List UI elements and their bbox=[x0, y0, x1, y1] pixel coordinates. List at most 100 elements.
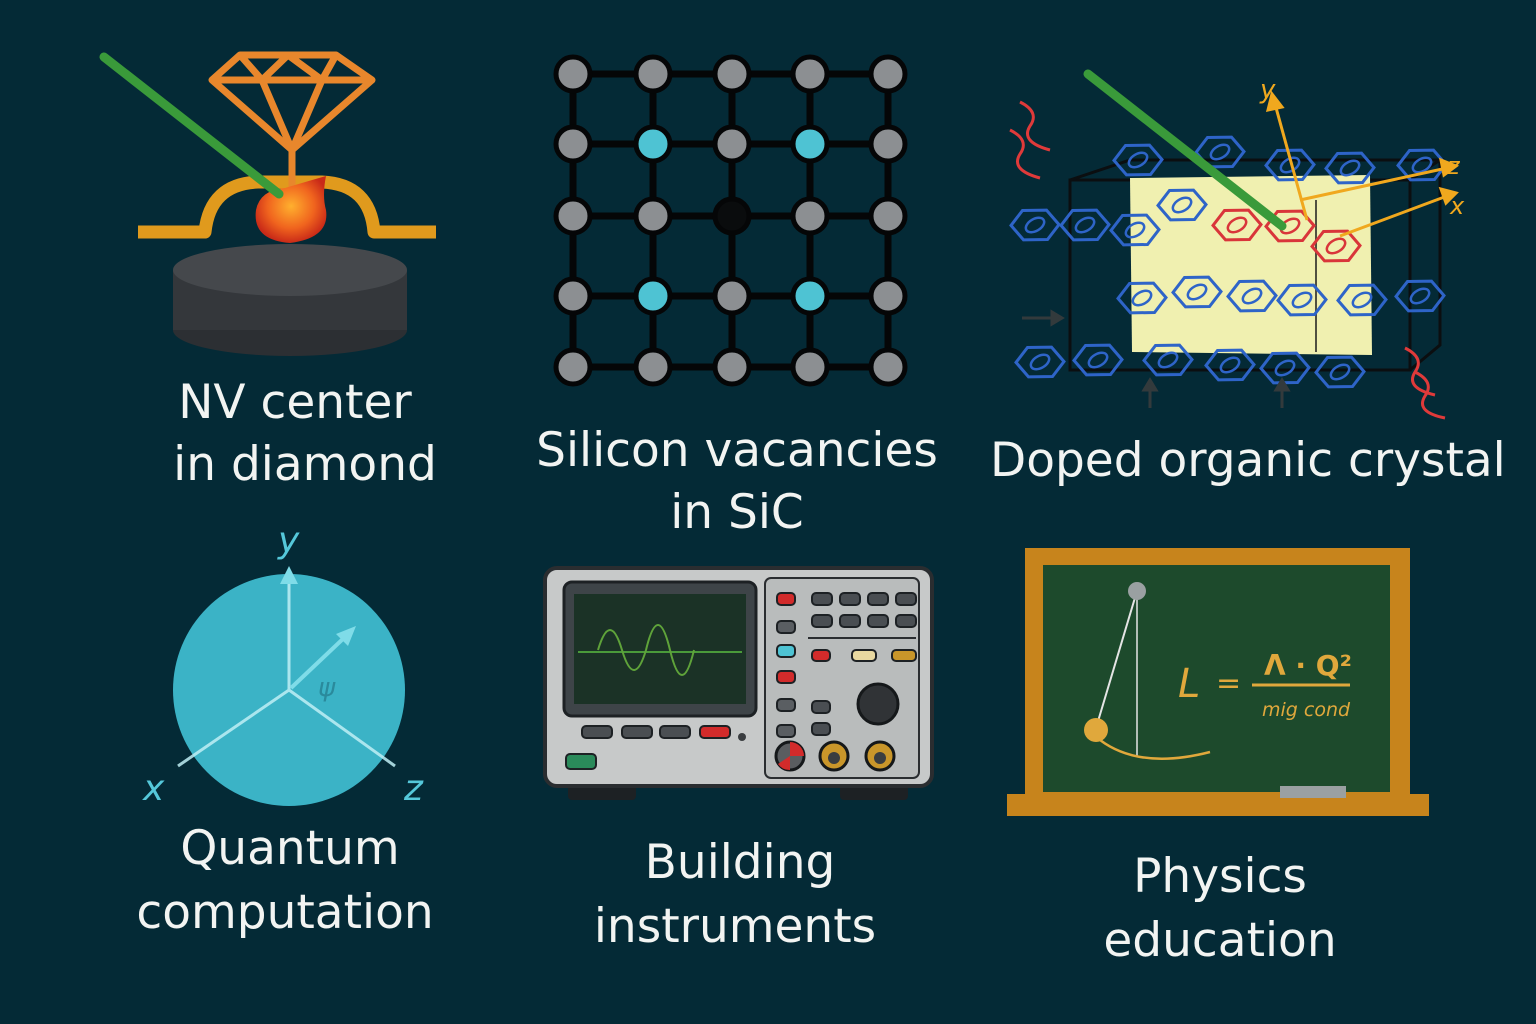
vacancy-site bbox=[712, 196, 752, 236]
pedestal-icon bbox=[173, 244, 407, 356]
panel-button[interactable] bbox=[776, 620, 796, 634]
lattice-atom bbox=[712, 276, 752, 316]
host-molecule bbox=[1059, 208, 1111, 242]
host-molecule bbox=[1276, 283, 1328, 317]
host-molecule bbox=[1112, 143, 1164, 177]
panel-button[interactable] bbox=[776, 644, 796, 658]
dopant-molecule bbox=[1211, 208, 1263, 242]
eraser-icon bbox=[1280, 786, 1346, 798]
vacancy-atom bbox=[790, 124, 830, 164]
lattice-atom bbox=[553, 276, 593, 316]
host-molecule bbox=[1259, 351, 1311, 385]
lattice-atom bbox=[868, 54, 908, 94]
host-molecule bbox=[1009, 208, 1061, 242]
laser-beam-icon bbox=[1083, 69, 1287, 231]
lattice-atom bbox=[712, 347, 752, 387]
caption-nv-line2: in diamond bbox=[173, 437, 437, 492]
lattice-atom bbox=[790, 347, 830, 387]
host-molecule bbox=[1336, 283, 1388, 317]
arrow-markers-icon bbox=[1022, 309, 1291, 408]
panel-button[interactable] bbox=[839, 592, 861, 606]
laser-beam-icon bbox=[99, 52, 284, 199]
caption-instruments-line1: Building bbox=[644, 835, 836, 890]
host-molecule bbox=[1314, 355, 1366, 389]
caption-quantum-line1: Quantum bbox=[180, 821, 400, 876]
psi-label: ψ bbox=[318, 673, 336, 703]
crystal-axes-icon bbox=[1265, 90, 1460, 238]
equation-denominator: mig cond bbox=[1262, 699, 1351, 721]
panel-button[interactable] bbox=[776, 698, 796, 712]
lattice-atom bbox=[633, 54, 673, 94]
lattice-atom bbox=[553, 196, 593, 236]
lattice-atom bbox=[790, 196, 830, 236]
caption-education-line2: education bbox=[1103, 913, 1337, 968]
bloch-axis-z: z bbox=[403, 768, 424, 809]
panel-button[interactable] bbox=[895, 614, 917, 628]
vacancy-atom bbox=[633, 124, 673, 164]
lattice-atom bbox=[633, 347, 673, 387]
dial-knob[interactable] bbox=[856, 682, 900, 726]
chalkboard-surface bbox=[1043, 565, 1390, 792]
panel-button[interactable] bbox=[621, 725, 653, 739]
vacancy-atom bbox=[790, 276, 830, 316]
panel-button[interactable] bbox=[851, 649, 877, 662]
host-molecule bbox=[1142, 343, 1194, 377]
chalk-ledge bbox=[1007, 794, 1429, 816]
host-molecule bbox=[1116, 281, 1168, 315]
dopant-molecule bbox=[1310, 229, 1362, 263]
caption-sic-line2: in SiC bbox=[670, 485, 804, 540]
waveform-icon bbox=[597, 624, 695, 676]
lattice-atom bbox=[712, 54, 752, 94]
caption-education-line1: Physics bbox=[1133, 849, 1307, 904]
axis-label-z: z bbox=[1446, 152, 1461, 180]
host-molecule bbox=[1264, 148, 1316, 182]
host-molecule bbox=[1226, 279, 1278, 313]
host-molecule bbox=[1324, 151, 1376, 185]
panel-button[interactable] bbox=[776, 592, 796, 606]
caption-sic-line1: Silicon vacancies bbox=[536, 423, 938, 478]
lattice-atom bbox=[790, 54, 830, 94]
state-vector-icon bbox=[289, 634, 348, 690]
panel-button[interactable] bbox=[776, 724, 796, 738]
caption-quantum-line2: computation bbox=[136, 885, 434, 940]
panel-button[interactable] bbox=[659, 725, 691, 739]
host-molecule bbox=[1014, 345, 1066, 379]
lattice-atom bbox=[553, 347, 593, 387]
panel-button[interactable] bbox=[581, 725, 613, 739]
panel-button[interactable] bbox=[839, 614, 861, 628]
host-molecule bbox=[1204, 348, 1256, 382]
panel-button[interactable] bbox=[895, 592, 917, 606]
panel-button[interactable] bbox=[867, 614, 889, 628]
power-button[interactable] bbox=[565, 753, 597, 770]
panel-button[interactable] bbox=[811, 700, 831, 714]
bloch-axis-y: y bbox=[277, 520, 300, 561]
lattice-atom bbox=[868, 196, 908, 236]
panel-button[interactable] bbox=[699, 725, 731, 739]
host-molecule bbox=[1394, 279, 1446, 313]
panel-button[interactable] bbox=[776, 670, 796, 684]
caption-instruments-line2: instruments bbox=[593, 899, 877, 954]
panel-button[interactable] bbox=[811, 592, 833, 606]
oscilloscope-screen bbox=[574, 594, 746, 704]
panel-button[interactable] bbox=[811, 614, 833, 628]
vacancy-atom bbox=[633, 276, 673, 316]
input-knobs bbox=[774, 740, 896, 772]
panel-button[interactable] bbox=[867, 592, 889, 606]
panel-button[interactable] bbox=[891, 649, 917, 662]
lattice-atom bbox=[633, 196, 673, 236]
equation-equals: = bbox=[1216, 666, 1241, 701]
diamond-icon bbox=[208, 51, 376, 195]
lattice-atom bbox=[868, 276, 908, 316]
caption-nv-line1: NV center bbox=[178, 375, 412, 430]
axis-label-x: x bbox=[1449, 192, 1465, 220]
panel-button[interactable] bbox=[811, 649, 831, 662]
host-molecule bbox=[1171, 275, 1223, 309]
equation-numerator: Λ · Q² bbox=[1264, 649, 1352, 682]
axis-label-y: y bbox=[1259, 75, 1276, 105]
pendulum-icon bbox=[1084, 582, 1211, 760]
panel-button[interactable] bbox=[811, 722, 831, 736]
